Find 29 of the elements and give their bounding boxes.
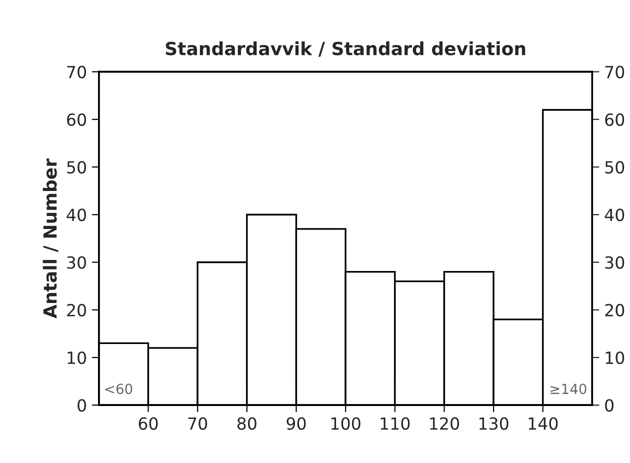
x-tick-label: 80 xyxy=(237,417,256,430)
y-tick-label: 40 xyxy=(66,208,86,222)
y-tick-label: 60 xyxy=(67,113,86,126)
x-tick-label: 140 xyxy=(528,417,558,430)
y2-tick-label: 0 xyxy=(605,399,614,412)
x-tick-label: 120 xyxy=(430,417,460,430)
chart-title: Standardavvik / Standard deviation xyxy=(166,41,526,57)
x-tick-label: 110 xyxy=(380,417,410,430)
x-tick-label: 60 xyxy=(138,417,158,430)
y-tick-label: 70 xyxy=(67,66,86,78)
y2-tick-label: 60 xyxy=(605,113,624,126)
y2-tick-label: 70 xyxy=(605,66,624,78)
annotation: ≥140 xyxy=(550,384,586,394)
y-tick-label: 50 xyxy=(67,160,86,174)
y2-tick-label: 50 xyxy=(605,160,624,174)
y-tick-label: 20 xyxy=(67,304,86,316)
x-tick-label: 90 xyxy=(286,417,306,430)
annotation: <60 xyxy=(105,384,132,394)
y2-tick-label: 30 xyxy=(605,256,624,269)
y2-tick-label: 10 xyxy=(606,351,624,364)
x-tick-label: 70 xyxy=(188,417,208,430)
y2-tick-label: 40 xyxy=(604,208,624,222)
y-tick-label: 30 xyxy=(67,256,86,269)
y-axis-title: Antall / Number xyxy=(42,158,58,318)
x-tick-label: 130 xyxy=(479,417,508,430)
x-tick-label: 100 xyxy=(331,417,360,430)
y-tick-label: 10 xyxy=(68,351,86,364)
y2-tick-label: 20 xyxy=(605,304,624,316)
y-tick-label: 0 xyxy=(78,399,86,412)
